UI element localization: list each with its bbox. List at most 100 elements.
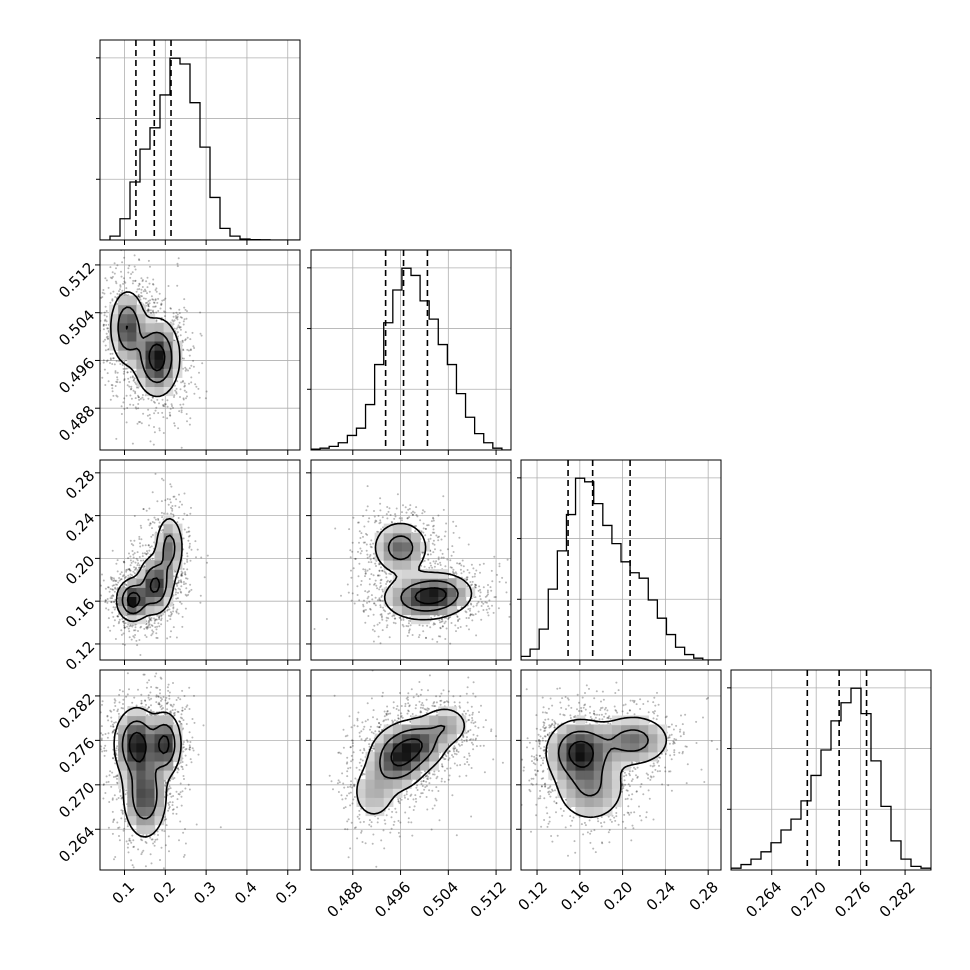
sample-point: [131, 282, 134, 285]
sample-point: [130, 387, 133, 390]
sample-point: [151, 527, 153, 530]
sample-point: [466, 585, 469, 588]
sample-point: [408, 628, 411, 631]
sample-point: [385, 814, 388, 817]
sample-point: [176, 710, 179, 713]
density-cell: [154, 359, 165, 369]
sample-point: [189, 348, 192, 351]
density-cell: [127, 806, 137, 817]
sample-point: [455, 753, 458, 756]
density-cell: [401, 779, 412, 789]
sample-point: [633, 699, 636, 702]
sample-point: [123, 370, 126, 373]
sample-point: [393, 617, 396, 620]
sample-point: [153, 401, 156, 404]
panel-2-0: 0.120.160.200.240.28: [62, 459, 301, 674]
sample-point: [487, 605, 490, 608]
sample-point: [176, 316, 178, 319]
sample-point: [120, 809, 123, 812]
density-cell: [109, 331, 119, 342]
sample-point: [394, 622, 397, 625]
sample-point: [173, 384, 176, 387]
density-cell: [411, 541, 421, 552]
sample-point: [442, 556, 445, 559]
panel-content: [521, 460, 721, 660]
sample-point: [193, 347, 196, 349]
density-cell: [392, 770, 403, 780]
sample-point: [130, 668, 132, 670]
sample-point: [197, 387, 200, 390]
density-cell: [365, 751, 376, 762]
sample-point: [458, 744, 461, 747]
sample-point: [140, 559, 142, 562]
sample-point: [184, 787, 187, 790]
density-cell: [154, 587, 165, 597]
sample-point: [122, 574, 125, 577]
density-cell: [127, 797, 137, 807]
sample-point: [600, 713, 603, 716]
sample-point: [383, 819, 386, 822]
sample-point: [185, 397, 187, 400]
sample-point: [175, 611, 178, 614]
sample-point: [180, 585, 183, 588]
density-cell: [127, 295, 137, 306]
sample-point: [386, 710, 389, 712]
density-cell: [383, 733, 394, 744]
sample-point: [356, 594, 359, 596]
sample-point: [142, 559, 145, 562]
sample-point: [149, 626, 152, 629]
sample-point: [498, 580, 501, 583]
density-fill: [356, 706, 467, 817]
sample-point: [166, 637, 169, 640]
sample-point: [176, 313, 179, 316]
sample-point: [675, 738, 678, 741]
sample-point: [157, 622, 160, 625]
sample-point: [106, 337, 109, 340]
sample-point: [113, 858, 115, 861]
sample-point: [103, 747, 106, 750]
sample-point: [366, 718, 369, 721]
sample-point: [465, 624, 468, 627]
sample-point: [592, 712, 595, 715]
sample-point: [173, 327, 176, 330]
sample-point: [151, 629, 154, 632]
sample-point: [169, 711, 171, 714]
sample-point: [109, 352, 112, 355]
sample-point: [529, 790, 532, 793]
density-cell: [401, 751, 412, 762]
sample-point: [188, 546, 191, 549]
sample-point: [184, 573, 187, 576]
sample-point: [139, 654, 142, 656]
sample-point: [428, 782, 431, 785]
sample-point: [144, 840, 147, 843]
density-cell: [154, 724, 165, 735]
sample-point: [112, 821, 115, 823]
sample-point: [176, 582, 179, 585]
sample-point: [346, 770, 349, 773]
density-cell: [154, 532, 165, 543]
density-cell: [127, 605, 137, 616]
sample-point: [134, 370, 137, 373]
sample-point: [170, 704, 173, 707]
sample-point: [664, 716, 667, 719]
sample-point: [608, 829, 611, 831]
sample-point: [123, 624, 126, 627]
sample-point: [465, 578, 468, 581]
density-cell: [172, 560, 183, 570]
sample-point: [102, 323, 105, 326]
sample-point: [356, 719, 359, 722]
sample-point: [120, 578, 123, 581]
sample-point: [427, 558, 430, 561]
sample-point: [158, 625, 161, 628]
sample-point: [136, 559, 139, 562]
sample-point: [435, 534, 438, 537]
density-cell: [136, 715, 147, 726]
sample-point: [464, 610, 467, 613]
sample-point: [374, 596, 377, 599]
sample-point: [148, 549, 151, 552]
sample-point: [395, 811, 398, 814]
sample-point: [362, 541, 365, 544]
sample-point: [358, 530, 361, 533]
sample-point: [132, 635, 135, 638]
sample-point: [128, 839, 131, 842]
